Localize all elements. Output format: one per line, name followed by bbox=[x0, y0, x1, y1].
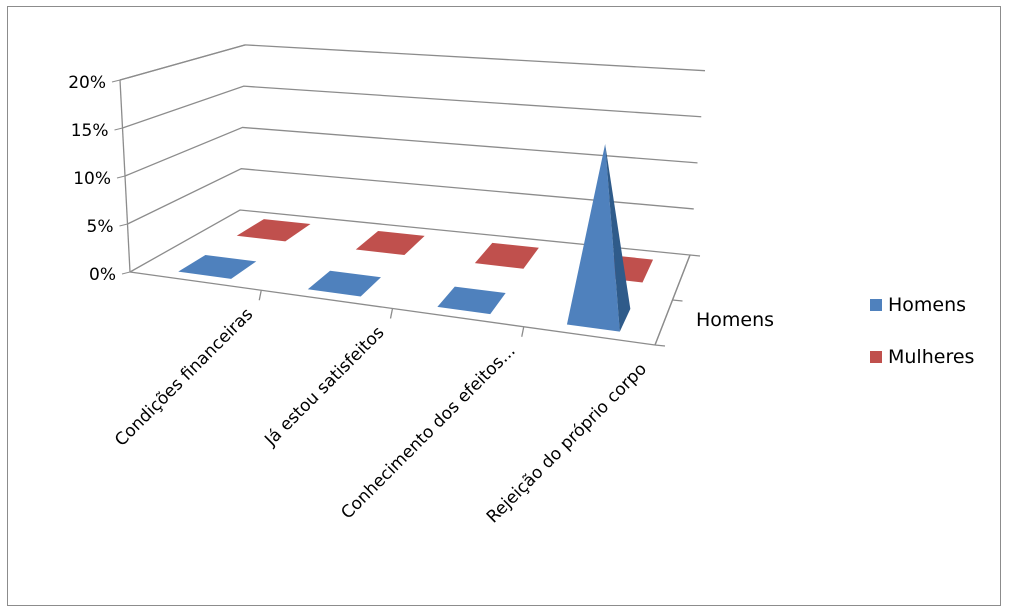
data-mark-homens-1 bbox=[307, 270, 381, 297]
depth-tick-mark bbox=[654, 344, 666, 347]
data-mark-homens-2 bbox=[437, 286, 506, 315]
y-tick-label: 20% bbox=[68, 73, 106, 93]
depth-tick-mark bbox=[672, 299, 683, 302]
legend-swatch bbox=[870, 299, 882, 311]
y-tick-mark bbox=[121, 271, 131, 275]
legend-label: Mulheres bbox=[888, 346, 974, 368]
legend-swatch bbox=[870, 351, 882, 363]
y-tick-label: 10% bbox=[73, 169, 111, 189]
y-tick-mark bbox=[111, 79, 121, 83]
x-tick-mark bbox=[521, 326, 525, 337]
depth-axis-label: Homens bbox=[696, 309, 774, 331]
category-label: Conhecimento dos efeitos... bbox=[337, 341, 519, 523]
gridline bbox=[124, 126, 698, 177]
gridline bbox=[127, 168, 694, 225]
pyramid-side-homens-3 bbox=[605, 144, 631, 332]
data-mark-mulheres-1 bbox=[355, 230, 425, 256]
data-mark-homens-0 bbox=[178, 254, 257, 279]
category-label: Rejeição do próprio corpo bbox=[483, 359, 651, 527]
x-tick-mark bbox=[389, 308, 394, 319]
legend-label: Homens bbox=[888, 294, 966, 316]
y-tick-label: 5% bbox=[87, 217, 114, 237]
data-mark-mulheres-0 bbox=[236, 219, 311, 242]
data-mark-mulheres-2 bbox=[474, 242, 539, 269]
x-tick-mark bbox=[258, 290, 262, 301]
category-label: Já estou satisfeitos bbox=[260, 323, 388, 451]
back-wall bbox=[240, 45, 705, 255]
y-tick-label: 15% bbox=[71, 121, 109, 141]
y-tick-mark bbox=[114, 127, 123, 131]
category-label: Condições financeiras bbox=[111, 304, 257, 450]
depth-tick-mark bbox=[689, 254, 701, 257]
gridline bbox=[122, 85, 702, 129]
y-tick-mark bbox=[119, 223, 128, 227]
y-tick-label: 0% bbox=[89, 265, 116, 285]
y-tick-mark bbox=[116, 175, 126, 179]
gridline bbox=[119, 44, 706, 81]
pyramid-front-homens-3 bbox=[566, 144, 620, 332]
